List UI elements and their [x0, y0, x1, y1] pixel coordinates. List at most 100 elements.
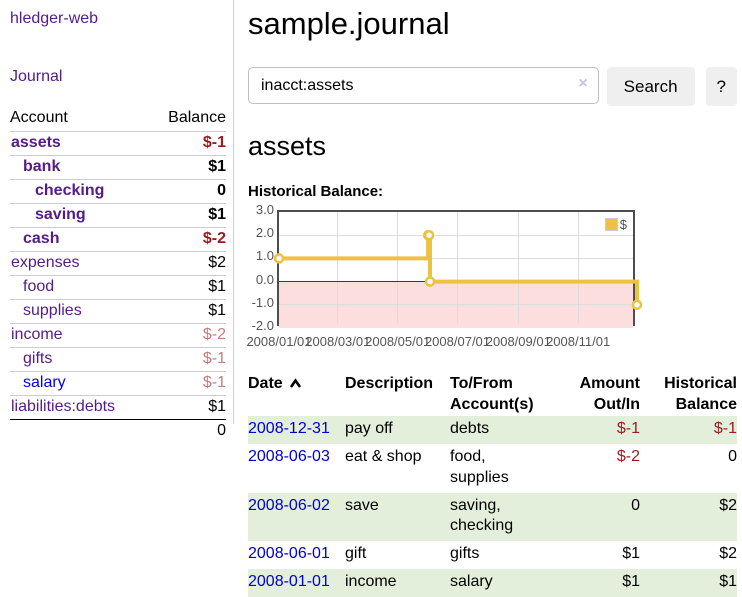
account-row: salary $-1: [10, 371, 226, 396]
accounts-total-spacer: [10, 419, 150, 442]
historical-balance-chart[interactable]: $3.0 2.0 1.0 0.0 -1.0 -2.0 2008/01/01 2008/03/0…: [246, 202, 688, 349]
y-axis-tick-label: 2.0: [255, 225, 274, 241]
y-axis-tick-label: -1.0: [251, 294, 274, 310]
transaction-balance: 0: [728, 448, 737, 466]
account-row: checking 0: [10, 179, 226, 204]
transaction-date-link[interactable]: 2008-06-02: [248, 496, 330, 514]
clear-search-icon[interactable]: ×: [578, 75, 588, 92]
transaction-date-link[interactable]: 2008-12-31: [248, 420, 330, 438]
register-header-date[interactable]: Date: [248, 372, 345, 416]
accounts-header-account: Account: [10, 106, 150, 132]
accounts-header-row: Account Balance: [10, 106, 226, 132]
account-link[interactable]: cash: [23, 230, 60, 247]
account-row: supplies $1: [10, 299, 226, 324]
transaction-description: income: [345, 573, 397, 590]
transaction-balance: $2: [719, 496, 737, 514]
x-axis-tick-label: 2008/09/01: [485, 334, 551, 349]
register-table: Date Description To/From Account(s) Amou…: [248, 372, 737, 597]
account-balance: $1: [149, 395, 226, 420]
account-link[interactable]: gifts: [23, 350, 53, 367]
transaction-accounts: food, supplies: [450, 448, 509, 486]
account-link[interactable]: food: [23, 278, 55, 295]
y-axis-tick-label: 3.0: [255, 202, 274, 217]
account-balance: $1: [149, 155, 226, 180]
account-link[interactable]: liabilities:debts: [11, 398, 116, 415]
data-point-marker: [423, 229, 435, 241]
transaction-row: 2008-12-31 pay off debts $-1 $-1: [248, 416, 737, 445]
gridline: [517, 212, 519, 324]
register-header-row: Date Description To/From Account(s) Amou…: [248, 372, 737, 416]
transaction-amount: $1: [622, 545, 640, 563]
x-axis-tick-label: 2008/07/01: [424, 334, 491, 349]
gridline: [577, 212, 579, 324]
balance-line-series: [273, 229, 643, 311]
account-row: liabilities:debts $1: [10, 395, 226, 420]
account-balance: $1: [149, 275, 226, 300]
account-link[interactable]: bank: [23, 158, 61, 175]
gridline: [457, 212, 458, 324]
account-row: assets $-1: [10, 132, 226, 156]
transaction-accounts: debts: [450, 420, 490, 438]
account-row: bank $1: [10, 155, 226, 180]
search-button[interactable]: Search: [606, 67, 695, 106]
account-balance: $1: [149, 203, 226, 228]
register-header-accounts: To/From Account(s): [450, 375, 534, 414]
y-axis-tick-label: 1.0: [255, 248, 274, 264]
account-row: income $-2: [10, 323, 226, 348]
legend-label: $: [619, 217, 627, 232]
search-input[interactable]: [248, 67, 599, 104]
register-header-amount: Amount Out/In: [579, 375, 640, 414]
transaction-date-link[interactable]: 2008-06-03: [248, 448, 330, 466]
transaction-accounts: gifts: [450, 545, 480, 563]
account-link[interactable]: income: [11, 326, 63, 343]
transaction-description: gift: [345, 545, 367, 563]
account-balance: $-1: [149, 347, 226, 372]
account-balance: $-1: [202, 134, 226, 151]
transaction-row: 2008-06-01 gift gifts $1 $2: [248, 541, 737, 569]
gridline: [337, 212, 339, 324]
account-row: expenses $2: [10, 251, 226, 276]
account-link[interactable]: assets: [11, 134, 61, 151]
plot-area: $: [273, 210, 643, 328]
gridline: [397, 212, 399, 324]
x-axis-tick-label: 2008/05/01: [365, 334, 431, 349]
app-title-link[interactable]: hledger-web: [10, 10, 99, 27]
data-point-marker: [631, 299, 643, 311]
accounts-table-body: assets $-1 bank $1 checking 0 saving $1 cash $-2 e…: [10, 132, 226, 420]
account-balance: $2: [149, 251, 226, 276]
account-balance: $-2: [149, 227, 226, 252]
gridline: [279, 257, 633, 259]
account-link[interactable]: salary: [23, 374, 66, 391]
gridline: [279, 234, 633, 236]
y-axis-tick-label: -2.0: [251, 318, 274, 333]
accounts-table: Account Balance assets $-1 bank $1 checking 0…: [10, 106, 226, 442]
register-table-body: 2008-12-31 pay off debts $-1 $-1 2008-06-03 ea…: [248, 416, 737, 597]
transaction-description: pay off: [345, 420, 393, 438]
account-link[interactable]: supplies: [23, 302, 82, 319]
help-button[interactable]: ?: [705, 67, 737, 106]
main-content: sample.journal × Search ? assets Histori…: [246, 0, 737, 597]
transaction-balance: $-1: [713, 420, 737, 438]
page-title: sample.journal: [248, 6, 450, 41]
account-link[interactable]: saving: [35, 206, 86, 223]
transaction-row: 2008-01-01 income salary $1 $1: [248, 569, 737, 597]
account-link[interactable]: expenses: [11, 254, 80, 271]
data-point-marker: [424, 276, 436, 287]
transaction-date-link[interactable]: 2008-06-01: [248, 545, 330, 563]
accounts-total-value: 0: [149, 419, 226, 442]
chart-title: Historical Balance:: [248, 183, 384, 200]
transaction-description: eat & shop: [345, 448, 422, 466]
account-heading: assets: [248, 131, 327, 161]
accounts-total-row: 0: [10, 419, 226, 442]
transaction-balance: $2: [719, 545, 737, 563]
x-axis-tick-label: 2008/03/01: [305, 334, 371, 349]
search-box: ×: [248, 67, 599, 104]
accounts-header-balance: Balance: [149, 106, 226, 132]
account-balance: $-2: [149, 323, 226, 348]
x-axis-tick-label: 2008/01/01: [246, 334, 312, 349]
sidebar-item-journal[interactable]: Journal: [10, 68, 63, 85]
account-link[interactable]: checking: [35, 182, 105, 199]
transaction-row: 2008-06-02 save saving, checking 0 $2: [248, 492, 737, 542]
transaction-amount: $-1: [616, 420, 640, 438]
account-row: saving $1: [10, 203, 226, 228]
